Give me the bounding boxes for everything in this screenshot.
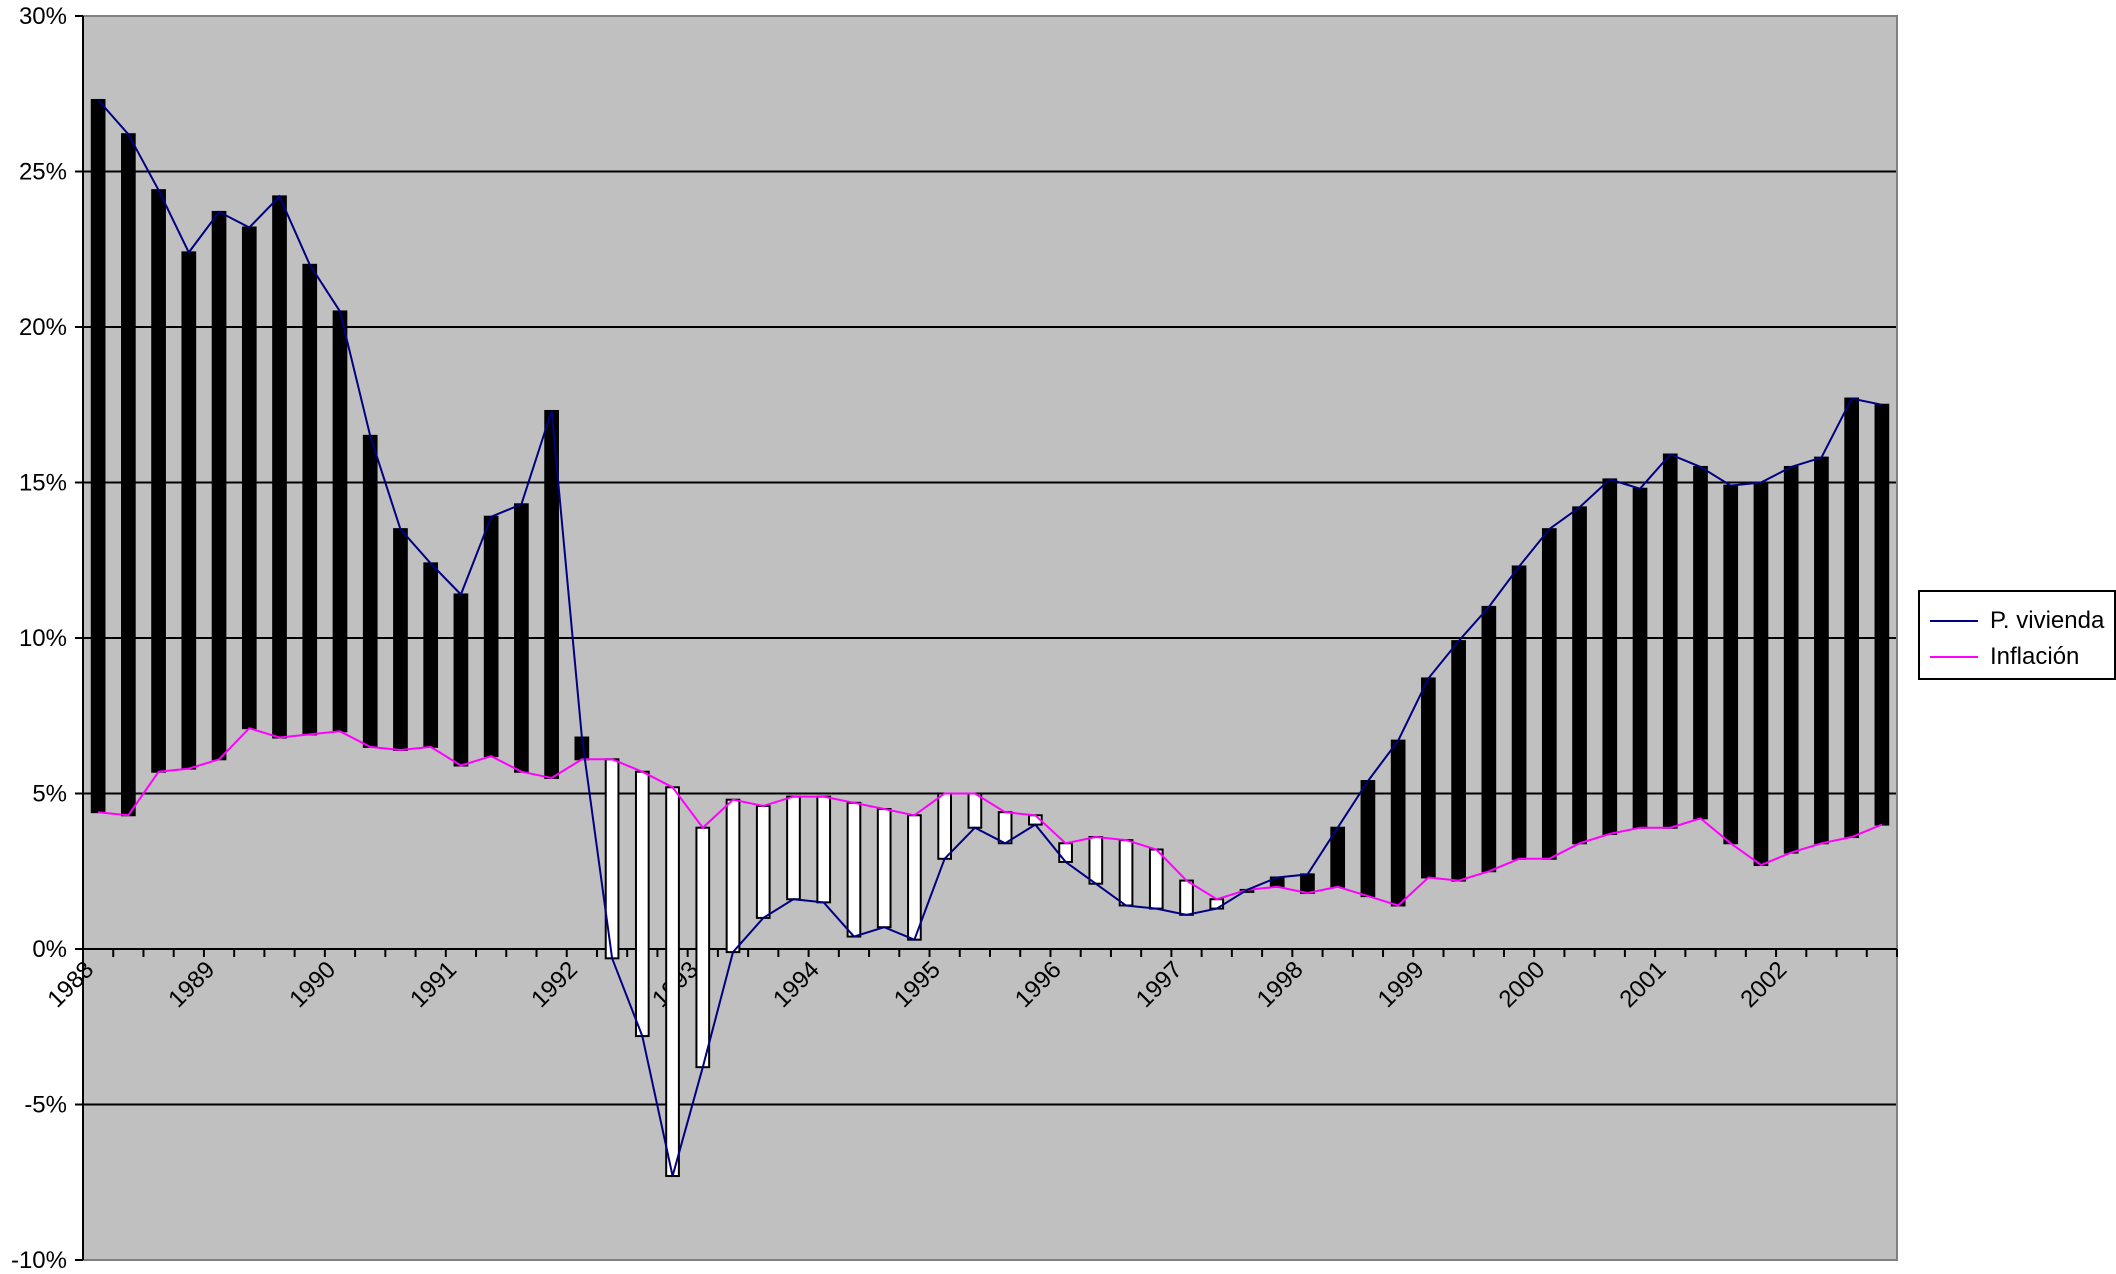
down-bar: [997, 811, 1013, 845]
down-bar: [937, 792, 952, 860]
up-bar: [90, 98, 106, 814]
down-bar: [1148, 848, 1164, 910]
legend-swatch-p-vivienda: [1930, 620, 1978, 622]
legend-label-inflacion: Inflación: [1990, 643, 2080, 670]
up-bar: [1421, 677, 1436, 879]
down-bar: [1209, 898, 1225, 910]
down-bar: [1179, 879, 1194, 916]
y-tick-label: 25%: [19, 159, 67, 186]
legend-item-p-vivienda: P. vivienda: [1930, 606, 2104, 636]
up-bar: [332, 310, 348, 733]
y-tick-label: -10%: [11, 1247, 67, 1269]
y-tick-label: 20%: [19, 314, 67, 341]
legend-swatch-inflacion: [1930, 656, 1978, 658]
series-line-p-vivienda: [97, 99, 1883, 1177]
y-tick-label: 0%: [32, 936, 67, 963]
up-bar: [514, 503, 529, 773]
up-bar: [393, 528, 408, 751]
down-bar: [725, 798, 741, 954]
down-bar: [1118, 839, 1134, 907]
down-bar: [1088, 836, 1104, 885]
down-bar: [755, 804, 771, 919]
y-tick-label: -5%: [24, 1092, 67, 1119]
up-bar: [151, 189, 166, 773]
down-bar: [967, 792, 983, 829]
up-bar: [362, 434, 378, 748]
legend: P. vivienda Inflación: [1918, 590, 2116, 680]
up-bar: [423, 562, 439, 748]
up-bar: [1360, 780, 1376, 898]
up-bar: [1300, 873, 1315, 895]
up-bar: [1572, 506, 1587, 845]
up-bar: [1602, 478, 1618, 835]
up-bar: [1723, 484, 1739, 845]
up-bar: [453, 593, 469, 767]
up-bar: [1844, 397, 1859, 839]
up-bar: [1874, 403, 1890, 826]
up-bar: [483, 515, 499, 758]
down-bar: [1058, 842, 1073, 863]
y-tick-label: 10%: [19, 625, 67, 652]
up-bar: [1783, 465, 1799, 854]
series-line-inflacion: [97, 727, 1883, 907]
up-bar: [1662, 453, 1678, 829]
down-bar: [846, 801, 862, 938]
up-bar: [1451, 640, 1466, 882]
up-bar: [1632, 487, 1648, 829]
up-bar: [1511, 565, 1527, 860]
y-tick-label: 15%: [19, 470, 67, 497]
down-bar: [665, 786, 680, 1178]
legend-item-inflacion: Inflación: [1930, 642, 2079, 672]
up-bar: [1541, 528, 1557, 860]
up-bar: [211, 210, 227, 761]
up-bar: [121, 133, 136, 817]
down-bar: [907, 814, 922, 941]
y-tick-label: 5%: [32, 781, 67, 808]
down-bar: [786, 795, 801, 901]
up-bar: [1814, 456, 1829, 845]
up-bar: [1481, 605, 1497, 873]
up-bar: [241, 226, 257, 730]
up-bar: [1390, 739, 1406, 907]
y-tick-label: 30%: [19, 3, 67, 30]
down-bar: [634, 770, 650, 1038]
legend-label-p-vivienda: P. vivienda: [1990, 607, 2105, 634]
up-bar: [1753, 481, 1769, 867]
up-bar: [1330, 826, 1346, 888]
down-bar: [876, 808, 892, 929]
up-bar: [1693, 465, 1708, 820]
down-bar: [695, 826, 711, 1069]
up-bar: [272, 195, 287, 739]
down-bar: [816, 795, 832, 904]
up-bar: [302, 263, 318, 736]
plot-area: -10%-5%0%5%10%15%20%25%30%1988 1989 1990 19…: [11, 3, 1898, 1274]
up-bar: [181, 251, 197, 770]
